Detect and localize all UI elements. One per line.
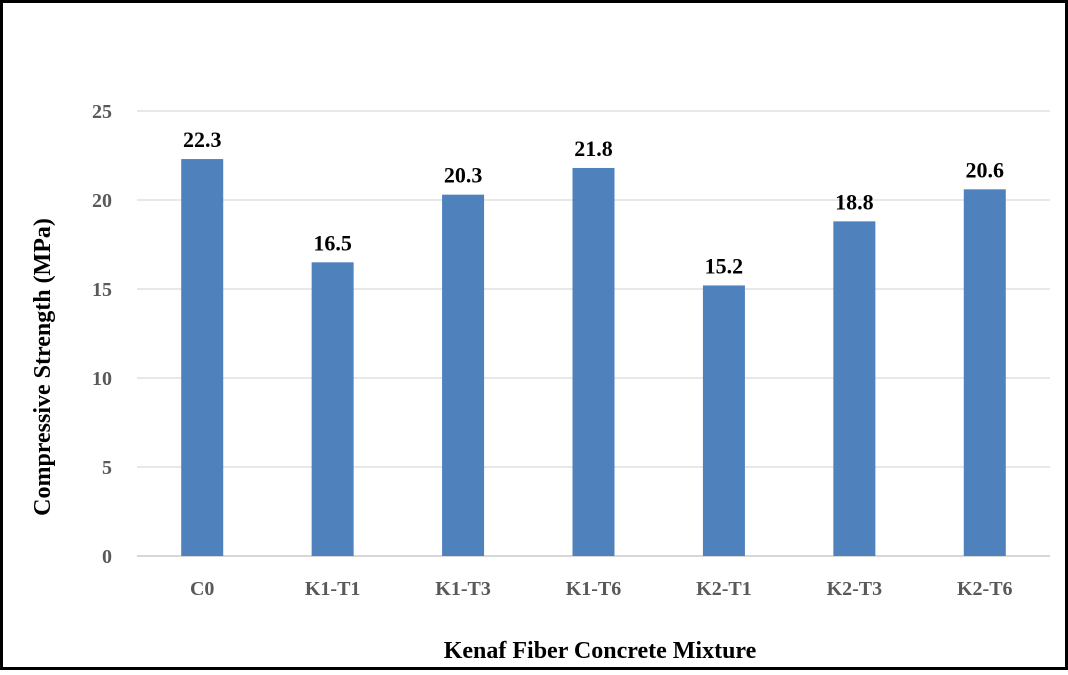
data-label: 20.3 [444, 163, 483, 188]
bar [442, 194, 485, 556]
y-axis-title: Compressive Strength (MPa) [30, 218, 56, 516]
data-label: 21.8 [574, 136, 613, 161]
x-tick-label: K1-T6 [566, 578, 622, 600]
y-tick-label: 10 [92, 368, 112, 390]
data-label: 18.8 [835, 189, 874, 214]
bar [181, 159, 224, 556]
bar [702, 285, 745, 556]
y-tick-label: 20 [92, 190, 112, 212]
x-tick-label: K2-T6 [957, 578, 1013, 600]
x-tick-label: C0 [190, 578, 214, 600]
x-tick-label: K1-T1 [305, 578, 361, 600]
data-label: 20.6 [966, 157, 1005, 182]
x-tick-label: K2-T1 [696, 578, 752, 600]
y-tick-label: 15 [92, 279, 112, 301]
y-tick-label: 5 [102, 457, 112, 479]
data-label: 22.3 [183, 127, 222, 152]
data-label: 15.2 [705, 253, 744, 278]
y-tick-label: 25 [92, 101, 112, 123]
x-axis-title: Kenaf Fiber Concrete Mixture [444, 638, 757, 664]
bar [572, 167, 615, 556]
y-tick-label: 0 [102, 546, 112, 568]
data-label: 16.5 [313, 230, 352, 255]
x-tick-label: K1-T3 [435, 578, 491, 600]
bar [963, 189, 1006, 556]
x-tick-label: K2-T3 [827, 578, 883, 600]
bar [311, 262, 354, 556]
bar [833, 221, 876, 557]
